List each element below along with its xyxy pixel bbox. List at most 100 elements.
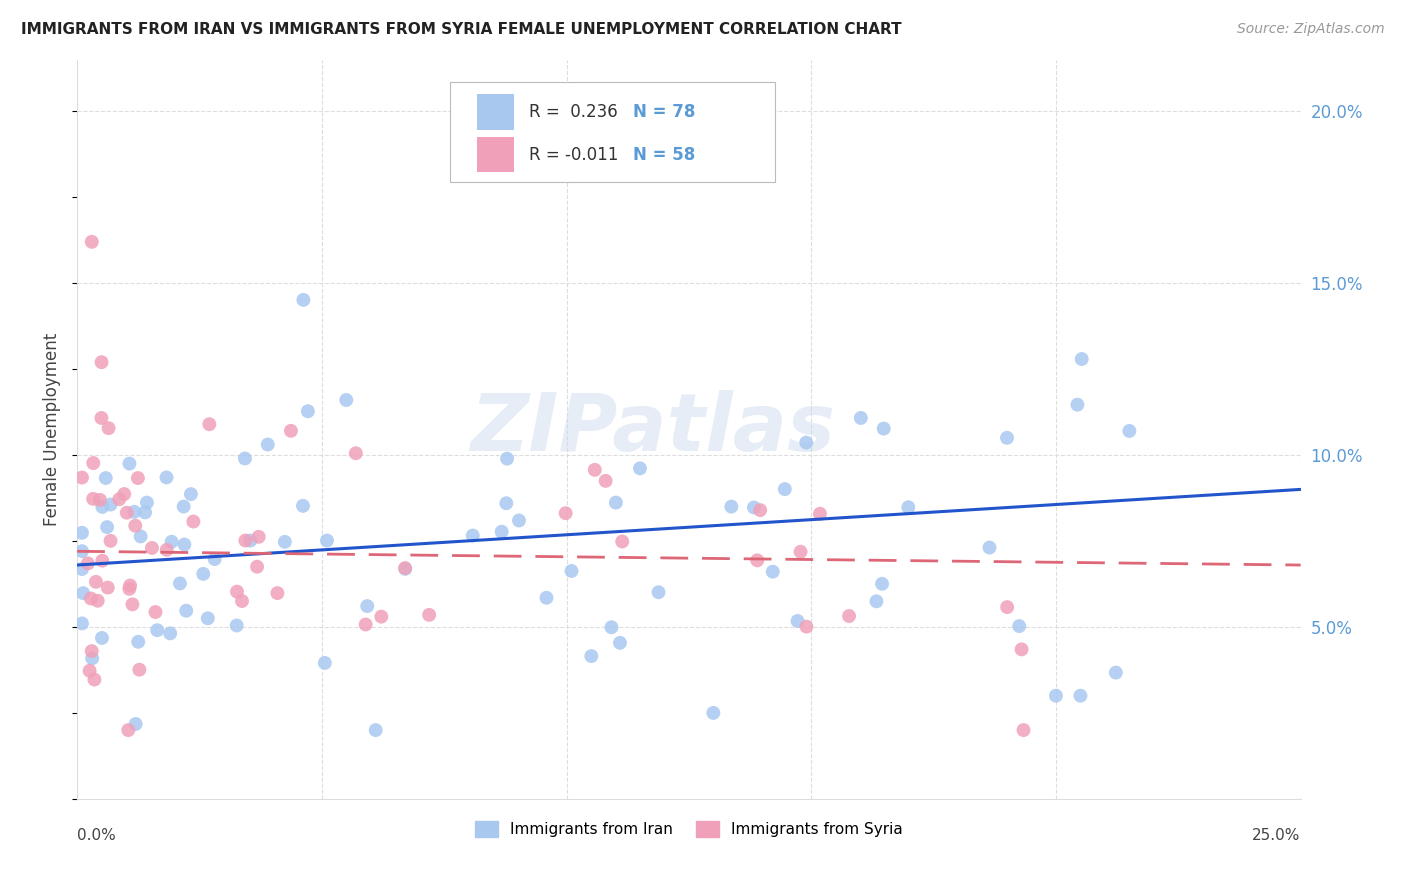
Point <box>156 542 179 557</box>
Point <box>117 723 139 737</box>
Point <box>121 598 143 612</box>
Point <box>155 470 177 484</box>
Point <box>461 528 484 542</box>
Point <box>97 581 120 595</box>
Point <box>316 533 339 548</box>
Point <box>581 649 603 664</box>
Point <box>70 544 93 558</box>
Point <box>865 594 887 608</box>
Text: N = 58: N = 58 <box>633 145 695 163</box>
Point <box>314 656 336 670</box>
FancyBboxPatch shape <box>450 82 775 182</box>
Point <box>1070 351 1092 366</box>
Point <box>70 470 93 484</box>
Point <box>1066 398 1088 412</box>
Point <box>1012 723 1035 737</box>
Text: 0.0%: 0.0% <box>77 829 115 844</box>
Point <box>124 717 146 731</box>
Point <box>628 461 651 475</box>
Point <box>995 431 1018 445</box>
Point <box>77 557 100 571</box>
Point <box>1105 665 1128 680</box>
Point <box>370 609 392 624</box>
Point <box>870 576 893 591</box>
Point <box>1011 642 1033 657</box>
Point <box>274 534 297 549</box>
Point <box>233 533 256 548</box>
Point <box>560 564 582 578</box>
Text: R =  0.236: R = 0.236 <box>529 103 617 121</box>
Point <box>1008 619 1031 633</box>
Point <box>794 435 817 450</box>
Point <box>127 635 149 649</box>
Point <box>82 456 104 470</box>
Point <box>94 471 117 485</box>
Point <box>849 411 872 425</box>
Point <box>749 503 772 517</box>
Point <box>356 599 378 613</box>
Point <box>118 457 141 471</box>
Point <box>160 534 183 549</box>
Point <box>773 482 796 496</box>
Point <box>747 553 769 567</box>
Point <box>246 559 269 574</box>
Point <box>115 506 138 520</box>
Point <box>256 437 278 451</box>
Point <box>496 451 519 466</box>
Point <box>838 609 860 624</box>
Point <box>173 500 195 514</box>
Legend: Immigrants from Iran, Immigrants from Syria: Immigrants from Iran, Immigrants from Sy… <box>468 814 908 843</box>
Point <box>297 404 319 418</box>
Point <box>231 594 253 608</box>
Point <box>595 474 617 488</box>
Point <box>112 487 135 501</box>
Text: N = 78: N = 78 <box>633 103 695 121</box>
Point <box>554 506 576 520</box>
Point <box>280 424 302 438</box>
Point <box>82 491 104 506</box>
Point <box>762 565 785 579</box>
Point <box>173 537 195 551</box>
Point <box>394 562 416 576</box>
Point <box>97 421 120 435</box>
Point <box>742 500 765 515</box>
Point <box>364 723 387 737</box>
Point <box>354 617 377 632</box>
Point <box>609 636 631 650</box>
Point <box>897 500 920 515</box>
Point <box>702 706 724 720</box>
Point <box>600 620 623 634</box>
Point <box>291 499 314 513</box>
Point <box>124 518 146 533</box>
Text: R = -0.011: R = -0.011 <box>529 145 619 163</box>
Point <box>84 574 107 589</box>
Point <box>124 505 146 519</box>
Point <box>180 487 202 501</box>
Point <box>247 530 270 544</box>
Point <box>86 593 108 607</box>
Point <box>495 496 517 510</box>
Point <box>91 631 114 645</box>
Point <box>159 626 181 640</box>
Point <box>82 651 104 665</box>
Point <box>146 624 169 638</box>
Point <box>70 562 93 576</box>
Point <box>100 533 122 548</box>
Point <box>583 463 606 477</box>
Point <box>394 561 416 575</box>
Point <box>70 616 93 631</box>
Text: 25.0%: 25.0% <box>1253 829 1301 844</box>
Text: Source: ZipAtlas.com: Source: ZipAtlas.com <box>1237 22 1385 37</box>
Point <box>720 500 742 514</box>
Y-axis label: Female Unemployment: Female Unemployment <box>44 333 60 526</box>
Point <box>233 451 256 466</box>
Point <box>491 524 513 539</box>
Point <box>120 578 142 592</box>
Point <box>96 520 118 534</box>
Point <box>193 566 215 581</box>
Point <box>873 421 896 435</box>
Point <box>344 446 367 460</box>
Point <box>134 505 156 519</box>
Point <box>647 585 669 599</box>
Point <box>91 500 114 514</box>
